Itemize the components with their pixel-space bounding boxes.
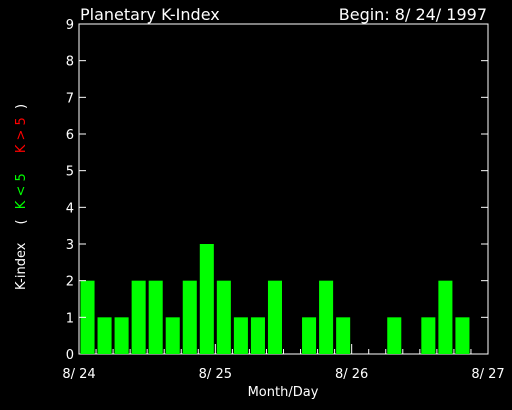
k-index-bar (387, 317, 402, 354)
y-label-high-range: K > 5 (14, 117, 29, 153)
k-index-bar (421, 317, 436, 354)
k-index-bar (319, 280, 334, 354)
x-tick-label: 8/ 26 (335, 367, 368, 382)
x-tick-label: 8/ 24 (62, 367, 95, 382)
k-index-bar (182, 280, 197, 354)
y-tick-label: 5 (66, 165, 74, 180)
y-tick-label: 1 (66, 311, 74, 326)
k-index-bar (216, 280, 231, 354)
k-index-bar (302, 317, 317, 354)
k-index-bar (131, 280, 146, 354)
y-tick-label: 6 (66, 128, 74, 143)
x-tick-label: 8/ 25 (199, 367, 232, 382)
k-index-bar (233, 317, 248, 354)
y-tick-label: 2 (66, 275, 74, 290)
k-index-bar (80, 280, 95, 354)
k-index-bar (114, 317, 129, 354)
k-index-bar (165, 317, 180, 354)
k-index-bar (438, 280, 453, 354)
x-tick-label: 8/ 27 (471, 367, 504, 382)
y-label-open-paren: ( (14, 219, 29, 224)
x-axis: 8/ 24 8/ 25 8/ 26 8/ 27 (62, 344, 505, 382)
bar-group (80, 244, 470, 354)
k-index-bar (199, 244, 214, 354)
k-index-bar (97, 317, 112, 354)
y-axis: 0 1 2 3 4 5 6 7 8 9 (66, 18, 488, 363)
y-axis-label: K-index ( K < 5 K > 5 ) (14, 104, 29, 290)
y-label-prefix: K-index (14, 242, 29, 290)
y-tick-label: 8 (66, 55, 74, 70)
y-tick-label: 4 (66, 201, 74, 216)
y-label-close-paren: ) (14, 104, 29, 109)
k-index-bar (148, 280, 163, 354)
y-tick-label: 0 (66, 348, 74, 363)
k-index-bar (336, 317, 351, 354)
k-index-bar (267, 280, 282, 354)
y-label-low-range: K < 5 (14, 173, 29, 209)
y-tick-label: 9 (66, 18, 74, 33)
y-tick-label: 3 (66, 238, 74, 253)
k-index-bar (250, 317, 265, 354)
k-index-bar (455, 317, 470, 354)
x-axis-label: Month/Day (248, 385, 319, 400)
begin-date-label: Begin: 8/ 24/ 1997 (339, 5, 487, 24)
y-tick-label: 7 (66, 91, 74, 106)
chart-title: Planetary K-Index (80, 5, 220, 24)
